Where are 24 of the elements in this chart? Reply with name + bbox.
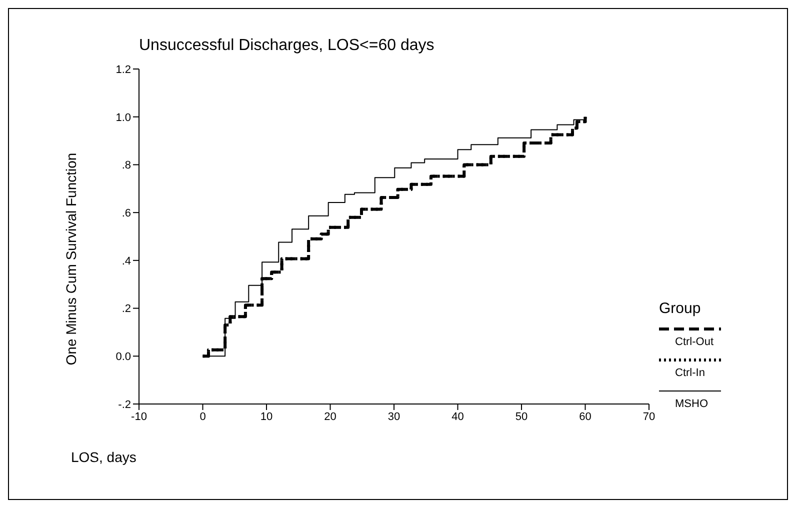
y-tick-label: 1.2: [116, 64, 131, 76]
x-axis-title: LOS, days: [71, 449, 136, 465]
x-tick-label: 40: [452, 410, 464, 423]
y-tick-label: .8: [122, 160, 131, 172]
chart-title: Unsuccessful Discharges, LOS<=60 days: [139, 37, 434, 55]
x-tick-label: 50: [515, 410, 528, 423]
x-tick-label: 10: [260, 410, 273, 423]
text: Ctrl-In: [674, 367, 706, 379]
y-tick-label: .4: [122, 255, 131, 268]
y-tick-label: 1.0: [116, 112, 131, 124]
legend-title: Group: [659, 300, 702, 317]
x-tick-label: 70: [642, 410, 656, 423]
y-tick-label: -.2: [118, 398, 131, 411]
text: Ctrl-Out: [674, 336, 714, 348]
x-tick-label: 30: [388, 410, 400, 423]
x-tick-label: 0: [200, 410, 206, 423]
x-tick-label: 60: [579, 410, 592, 423]
y-tick-label: .2: [122, 303, 131, 316]
x-tick-label: -10: [131, 410, 147, 423]
text: MSHO: [674, 398, 709, 410]
y-axis-title: One Minus Cum Survival Function: [63, 152, 79, 366]
y-tick-label: 0.0: [116, 351, 131, 364]
y-tick-label: .6: [122, 207, 131, 220]
x-tick-label: 20: [324, 410, 336, 423]
